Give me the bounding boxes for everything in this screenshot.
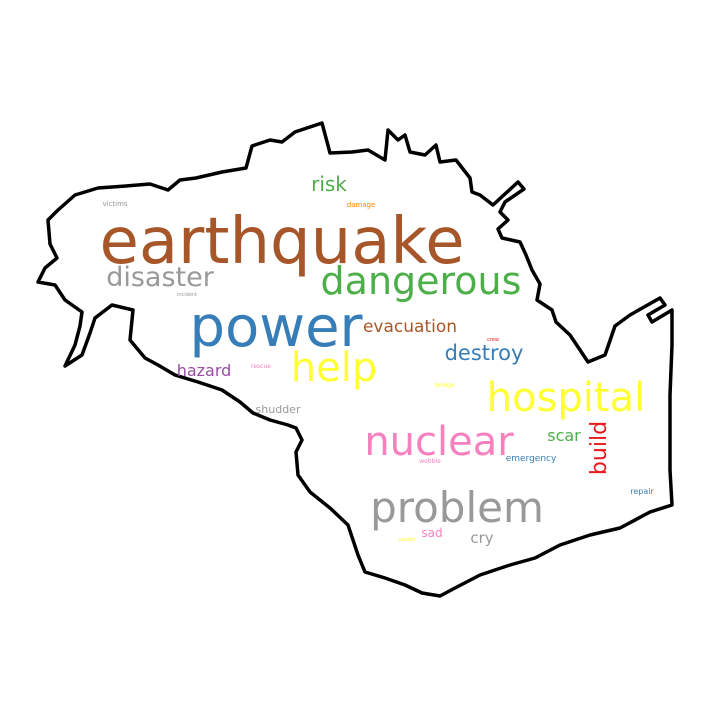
word-needle: needle [399, 537, 416, 543]
word-earthquake: earthquake [99, 205, 464, 279]
word-destroy: destroy [445, 341, 524, 365]
word-sad: sad [421, 526, 442, 540]
word-dangerous: dangerous [321, 259, 522, 303]
word-evacuation: evacuation [363, 317, 457, 337]
word-risk: risk [311, 172, 347, 196]
word-nuclear: nuclear [364, 419, 514, 465]
word-build: build [587, 421, 612, 475]
word-victims: victims [102, 200, 127, 208]
word-crew: crew [487, 337, 499, 343]
map-outline [36, 121, 674, 598]
word-repair: repair [630, 487, 654, 496]
word-wobble: wobble [419, 458, 441, 465]
word-hospital: hospital [487, 375, 645, 421]
word-bridge: bridge [435, 382, 455, 389]
word-cry: cry [470, 529, 493, 547]
word-problem: problem [370, 483, 544, 532]
word-power: power [189, 295, 363, 360]
word-rescue: rescue [251, 363, 271, 370]
word-emergency: emergency [506, 454, 557, 464]
word-disaster: disaster [106, 262, 215, 293]
word-damage: damage [347, 201, 376, 209]
word-shudder: shudder [256, 403, 301, 416]
word-scar: scar [547, 426, 581, 445]
word-hazard: hazard [177, 361, 232, 380]
word-help: help [291, 345, 377, 391]
word-incident: incident [177, 292, 197, 298]
